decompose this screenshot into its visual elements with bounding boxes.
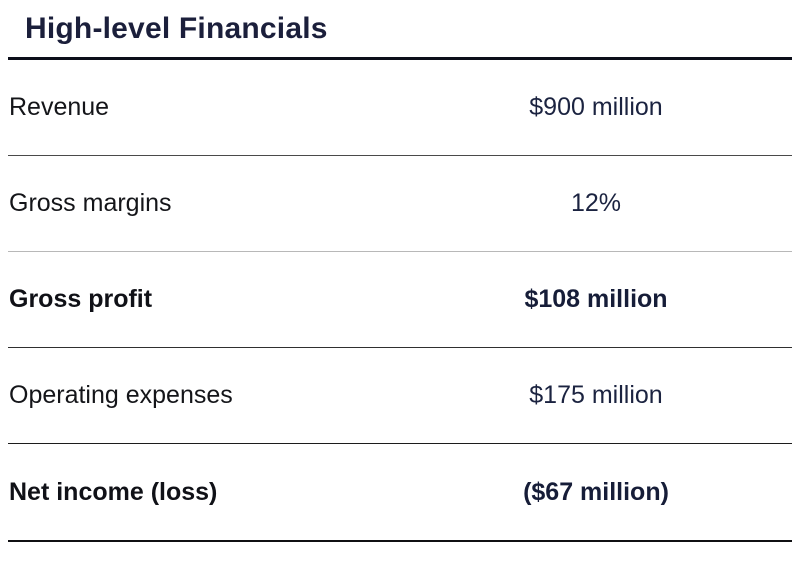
row-value: $108 million (524, 285, 668, 313)
table-row: Revenue $900 million (8, 60, 792, 156)
financials-table: Revenue $900 million Gross margins 12% G… (8, 60, 792, 542)
table-row: Operating expenses $175 million (8, 348, 792, 444)
table-row: Net income (loss) ($67 million) (8, 444, 792, 542)
row-value: ($67 million) (523, 477, 669, 506)
row-label: Gross margins (9, 189, 172, 217)
title-block: High-level Financials (8, 0, 792, 60)
row-label: Operating expenses (9, 381, 233, 409)
row-label: Revenue (9, 93, 110, 121)
row-value: $175 million (529, 381, 663, 409)
row-label: Net income (loss) (9, 477, 218, 506)
row-value: 12% (570, 189, 622, 217)
table-row: Gross margins 12% (8, 156, 792, 252)
table-row: Gross profit $108 million (8, 252, 792, 348)
row-value: $900 million (529, 93, 663, 121)
page-title: High-level Financials (25, 12, 328, 45)
financials-sheet: High-level Financials Revenue $900 milli… (8, 0, 792, 542)
row-label: Gross profit (9, 285, 153, 313)
